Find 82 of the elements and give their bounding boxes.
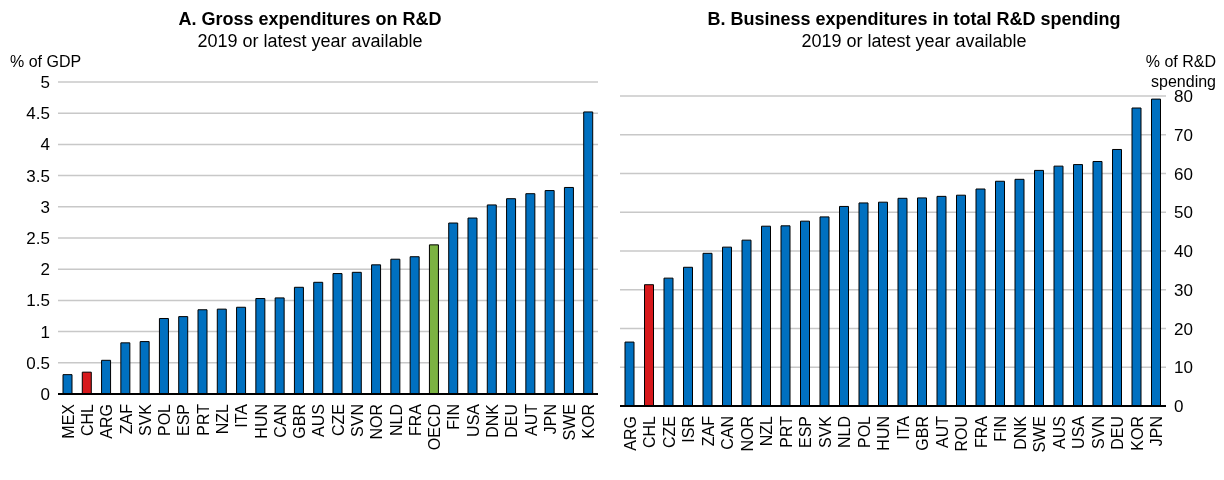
x-tick-label: FRA xyxy=(972,415,990,448)
x-tick-label: POL xyxy=(855,415,873,449)
x-tick-label: ROU xyxy=(953,416,971,452)
x-tick-label: AUT xyxy=(933,415,951,448)
chart-subtitle: 2019 or latest year available xyxy=(800,30,1028,52)
x-tick-label: DNK xyxy=(1011,415,1029,450)
y2-tick-label: 10 xyxy=(1174,358,1193,378)
x-tick-label: SVN xyxy=(1089,416,1107,449)
x-tick-label: PRT xyxy=(777,415,795,448)
x-tick-label: ESP xyxy=(797,416,815,449)
y-tick-label: 5 xyxy=(40,73,50,93)
x-tick-label: FRA xyxy=(406,403,424,436)
x-tick-label: AUS xyxy=(310,404,328,437)
x-tick-label: KOR xyxy=(580,404,598,439)
x-tick-label: ITA xyxy=(894,415,912,440)
x-tick-label: DEU xyxy=(1109,416,1127,450)
x-tick-label: DNK xyxy=(483,403,501,438)
y2-tick-label: 0 xyxy=(1174,397,1184,417)
x-tick-label: MEX xyxy=(59,403,77,439)
x-tick-label: NLD xyxy=(387,404,405,437)
chart-title: A. Gross expenditures on R&D xyxy=(177,8,443,30)
x-tick-label: ISR xyxy=(680,416,698,443)
x-tick-label: CHL xyxy=(78,403,96,437)
x-tick-label: PRT xyxy=(194,403,212,436)
x-tick-label: DEU xyxy=(503,404,521,438)
y-tick-label: 1.5 xyxy=(26,291,50,311)
y-tick-label: 2.5 xyxy=(26,229,50,249)
x-tick-label: KOR xyxy=(1128,416,1146,451)
y-tick-label: 0 xyxy=(40,385,50,405)
x-tick-label: CZE xyxy=(329,404,347,436)
x-tick-label: GBR xyxy=(291,404,309,439)
x-tick-label: FIN xyxy=(992,416,1010,442)
chart-title: B. Business expenditures in total R&D spending xyxy=(706,8,1122,30)
x-tick-label: ZAF xyxy=(117,403,135,435)
x-tick-label: AUT xyxy=(522,403,540,436)
x-tick-label: HUN xyxy=(252,404,270,439)
x-tick-label: ARG xyxy=(98,404,116,439)
y2-tick-label: 40 xyxy=(1174,242,1193,262)
x-tick-label: NOR xyxy=(368,404,386,440)
x-tick-label: NZL xyxy=(213,403,231,435)
x-tick-label: GBR xyxy=(914,416,932,451)
y-tick-label: 2 xyxy=(40,260,50,280)
x-tick-label: CHL xyxy=(641,415,659,449)
y-axis-title: % of GDP xyxy=(10,52,83,72)
y-tick-label: 1 xyxy=(40,322,50,342)
x-tick-label: NOR xyxy=(738,416,756,452)
x-tick-label: ZAF xyxy=(699,415,717,447)
x-tick-label: POL xyxy=(156,403,174,437)
x-tick-label: USA xyxy=(464,403,482,437)
x-tick-label: USA xyxy=(1070,415,1088,449)
y-tick-label: 4 xyxy=(40,135,50,155)
x-tick-label: HUN xyxy=(875,416,893,451)
x-tick-label: SVN xyxy=(348,404,366,437)
y-tick-label: 0.5 xyxy=(26,353,50,373)
y2-tick-label: 30 xyxy=(1174,280,1193,300)
x-tick-label: NZL xyxy=(758,415,776,447)
x-tick-label: ESP xyxy=(175,404,193,437)
y-tick-label: 4.5 xyxy=(26,104,50,124)
y2-tick-label: 50 xyxy=(1174,203,1193,223)
y2-tick-label: 60 xyxy=(1174,164,1193,184)
x-tick-label: CAN xyxy=(719,416,737,450)
x-tick-label: SVK xyxy=(136,403,154,437)
y2-tick-label: 70 xyxy=(1174,125,1193,145)
x-tick-label: SWE xyxy=(1031,416,1049,453)
x-tick-label: ARG xyxy=(621,416,639,451)
x-tick-label: AUS xyxy=(1050,416,1068,449)
y2-tick-label: 20 xyxy=(1174,319,1193,339)
x-tick-label: CZE xyxy=(660,416,678,448)
x-tick-label: OECD xyxy=(426,404,444,451)
y2-axis-title: % of R&D spending xyxy=(1144,52,1216,90)
x-tick-label: NLD xyxy=(836,416,854,449)
x-tick-label: JPN xyxy=(541,404,559,435)
x-tick-label: SVK xyxy=(816,415,834,449)
chart-subtitle: 2019 or latest year available xyxy=(196,30,424,52)
x-tick-label: FIN xyxy=(445,404,463,430)
y2-tick-label: 80 xyxy=(1174,87,1193,107)
x-tick-label: SWE xyxy=(561,404,579,441)
y-tick-label: 3.5 xyxy=(26,166,50,186)
y-tick-label: 3 xyxy=(40,197,50,217)
x-tick-label: JPN xyxy=(1148,416,1166,447)
x-tick-label: CAN xyxy=(271,404,289,438)
x-tick-label: ITA xyxy=(233,403,251,428)
